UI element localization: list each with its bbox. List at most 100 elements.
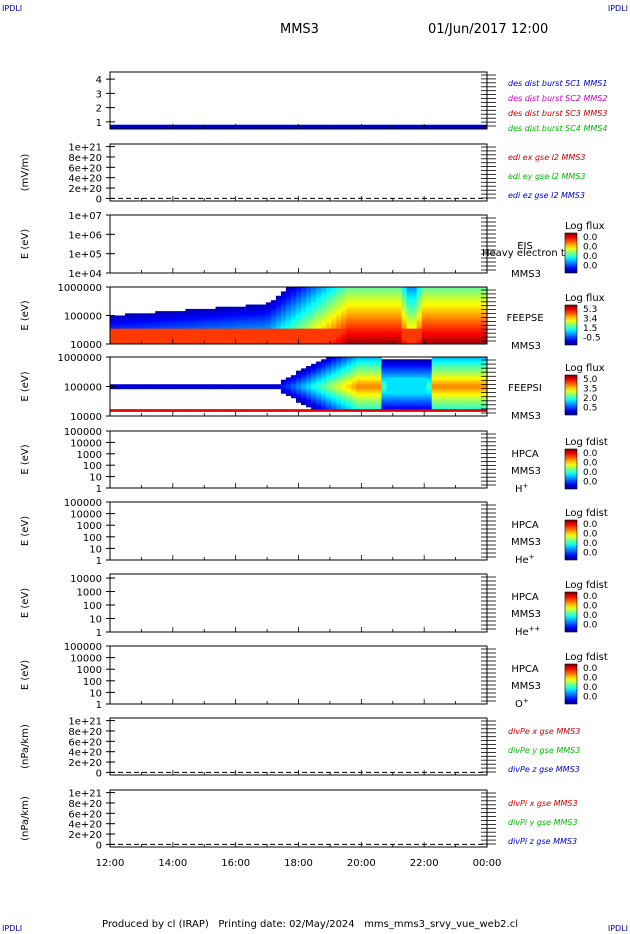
spectrogram-cell — [426, 366, 433, 369]
panel-frame — [109, 71, 488, 130]
spectrogram-cell — [175, 315, 181, 319]
spectrogram-cell — [180, 339, 186, 343]
spectrogram-cell — [436, 368, 443, 372]
spectrogram-cell — [461, 337, 468, 341]
spectrogram-cell — [351, 287, 357, 290]
spectrogram-cell — [351, 397, 357, 401]
spectrogram-cell — [230, 317, 237, 321]
spectrogram-cell — [446, 300, 453, 303]
spectrogram-cell — [471, 372, 478, 376]
spectrogram-cell — [421, 409, 428, 412]
spectrogram-cell — [421, 395, 428, 399]
spectrogram-cell — [346, 330, 352, 334]
spectrogram-cell — [301, 289, 307, 292]
spectrogram-cell — [160, 313, 166, 316]
spectrogram-cell — [331, 361, 337, 365]
spectrogram-cell — [381, 317, 387, 321]
spectrogram-cell — [331, 368, 337, 372]
spectrogram-cell — [295, 287, 302, 290]
spectrogram-cell — [316, 317, 322, 321]
spectrogram-cell — [195, 335, 201, 338]
legend-entry: divPe x gse MMS3 — [508, 727, 580, 736]
spectrogram-cell — [316, 379, 322, 383]
spectrogram-cell — [361, 339, 367, 343]
spectrogram-cell — [436, 361, 443, 365]
spectrogram-cell — [275, 322, 282, 325]
spectrogram-cell — [285, 384, 292, 387]
spectrogram-cell — [396, 313, 402, 316]
spectrogram-cell — [376, 400, 382, 403]
spectrogram-cell — [240, 324, 247, 327]
spectrogram-cell — [285, 339, 292, 343]
spectrogram-cell — [481, 326, 488, 330]
spectrogram-cell — [311, 333, 317, 336]
spectrogram-cell — [230, 409, 237, 412]
spectrogram-cell — [471, 333, 478, 336]
spectrogram-cell — [356, 384, 362, 387]
spectrogram-cell — [416, 289, 423, 292]
spectrogram-cell — [456, 386, 463, 390]
spectrogram-cell — [476, 326, 483, 330]
spectrogram-cell — [436, 388, 443, 392]
spectrogram-cell — [391, 377, 397, 381]
spectrogram-cell — [321, 397, 327, 401]
spectrogram-cell — [295, 302, 302, 305]
spectrogram-cell — [481, 287, 488, 290]
spectrogram-cell — [416, 295, 423, 299]
spectrogram-cell — [411, 322, 418, 325]
spectrogram-cell — [311, 341, 317, 345]
spectrogram-cell — [381, 326, 387, 330]
spectrogram-cell — [401, 295, 407, 299]
spectrogram-cell — [406, 341, 412, 345]
spectrogram-cell — [386, 337, 392, 341]
spectrogram-cell — [476, 311, 483, 314]
spectrogram-cell — [110, 335, 116, 338]
spectrogram-cell — [441, 397, 448, 401]
spectrogram-cell — [205, 324, 211, 327]
spectrogram-cell — [356, 291, 362, 294]
spectrogram-cell — [361, 395, 367, 399]
spectrogram-cell — [230, 386, 237, 390]
spectrogram-cell — [356, 341, 362, 345]
spectrogram-cell — [466, 375, 473, 378]
spectrogram-cell — [476, 370, 483, 374]
spectrogram-cell — [361, 302, 367, 305]
spectrogram-cell — [456, 341, 463, 345]
spectrogram-cell — [331, 409, 337, 412]
spectrogram-cell — [461, 402, 468, 406]
spectrogram-cell — [326, 384, 332, 387]
spectrogram-cell — [366, 289, 372, 292]
spectrogram-cell — [371, 386, 377, 390]
spectrogram-cell — [481, 337, 488, 341]
spectrogram-cell — [135, 319, 141, 323]
spectrogram-cell — [396, 302, 402, 305]
spectrogram-cell — [426, 293, 433, 297]
spectrogram-cell — [371, 322, 377, 325]
spectrogram-cell — [396, 304, 402, 308]
spectrogram-cell — [341, 386, 347, 390]
spectrogram-cell — [411, 289, 418, 292]
spectrogram-cell — [341, 384, 347, 387]
spectrogram-cell — [280, 391, 287, 394]
colorbar-tick-label: 0.0 — [583, 674, 598, 684]
spectrogram-cell — [336, 341, 342, 345]
spectrogram-cell — [295, 304, 302, 308]
spectrogram-cell — [386, 363, 392, 367]
spectrogram-cell — [301, 315, 307, 319]
spectrogram-cell — [341, 287, 347, 290]
spectrogram-cell — [406, 322, 412, 325]
spacecraft-label: MMS3 — [511, 537, 541, 548]
spectrogram-cell — [406, 384, 412, 387]
spectrogram-cell — [230, 324, 237, 327]
spectrogram-cell — [411, 293, 418, 297]
spectrogram-cell — [200, 339, 206, 343]
spectrogram-cell — [341, 409, 347, 412]
spectrogram-cell — [280, 328, 287, 332]
spectrogram-cell — [416, 319, 423, 323]
spectrogram-cell — [200, 319, 206, 323]
spectrogram-cell — [446, 393, 453, 396]
spectrogram-cell — [265, 330, 272, 334]
spectrogram-cell — [456, 368, 463, 372]
spectrogram-cell — [451, 322, 458, 325]
spectrogram-cell — [471, 379, 478, 383]
